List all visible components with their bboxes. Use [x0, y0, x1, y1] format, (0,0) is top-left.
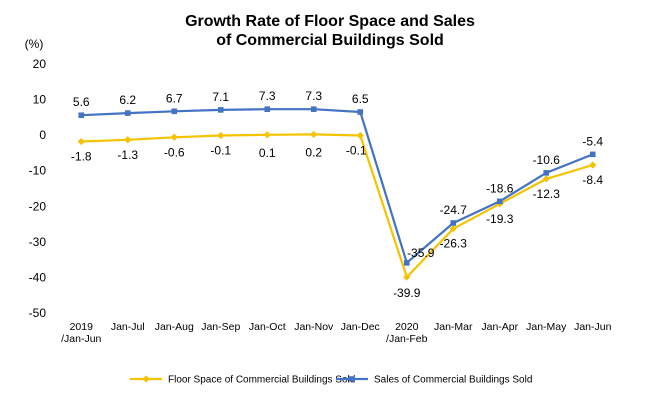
x-tick-label: Jan-Sep: [201, 321, 240, 333]
data-point: [124, 110, 131, 116]
y-tick-label: -20: [29, 199, 47, 213]
x-tick-label: Jan-Dec: [341, 321, 380, 333]
data-label: -26.3: [440, 237, 468, 251]
y-tick-label: 20: [33, 57, 47, 71]
legend-item: Sales of Commercial Buildings Sold: [336, 375, 532, 386]
y-tick-label: -40: [29, 270, 47, 284]
series-layer: -1.8 -1.3 -0.6 -0.1 0.1 0.2 -0.1 -39.9 -26.3 -19.…: [71, 89, 604, 300]
x-tick-label: Jan-Oct: [249, 321, 286, 333]
data-point: [77, 137, 85, 146]
data-label: 7.3: [305, 89, 322, 103]
y-tick-label: -30: [29, 235, 47, 249]
data-label: -10.6: [533, 153, 561, 167]
x-tick-label: Jan-Jul: [111, 321, 145, 333]
data-label: -5.4: [582, 134, 603, 148]
x-tick-label: /Jan-Feb: [386, 333, 428, 345]
data-label: -1.8: [71, 150, 92, 164]
data-point: [589, 151, 596, 158]
chart-title-line-1: Growth Rate of Floor Space and Sales: [185, 13, 475, 30]
data-point: [310, 130, 318, 139]
data-label: -0.1: [210, 143, 231, 157]
data-point: [310, 106, 317, 112]
legend-marker: [142, 375, 150, 383]
x-tick-label: 2020: [395, 321, 419, 333]
x-tick-label: Jan-Mar: [434, 321, 473, 333]
series-floor-space: -1.8 -1.3 -0.6 -0.1 0.1 0.2 -0.1 -39.9 -26.3 -19.…: [71, 130, 603, 300]
data-point: [170, 133, 178, 141]
data-point: [263, 131, 271, 139]
chart-title-line-2: of Commercial Buildings Sold: [216, 32, 444, 49]
data-label: 6.7: [166, 91, 183, 105]
series-sales: 5.6 6.2 6.7 7.1 7.3 7.3 6.5 -35.9 -24.7 -18.6 -10.…: [73, 89, 603, 266]
data-label: -0.6: [164, 145, 185, 159]
data-label: -39.9: [393, 286, 421, 300]
axes: 20 10 0 -10 -20 -30 -40 -50 2019/Jan-Jun Jan-Jul J…: [29, 57, 612, 345]
y-tick-label: -50: [29, 306, 47, 320]
data-point: [450, 220, 457, 226]
data-label: -24.7: [440, 203, 468, 217]
data-point: [171, 108, 178, 115]
data-label: -8.4: [582, 173, 603, 187]
legend-item: Floor Space of Commercial Buildings Sold: [130, 375, 355, 386]
data-point: [264, 106, 271, 112]
data-label: 5.6: [73, 95, 90, 109]
legend-label: Floor Space of Commercial Buildings Sold: [168, 375, 355, 386]
data-label: 7.3: [259, 89, 276, 103]
data-point: [357, 109, 364, 115]
legend: Floor Space of Commercial Buildings Sold…: [130, 375, 532, 386]
data-point: [78, 112, 85, 119]
y-tick-label: 10: [33, 93, 47, 107]
data-point: [403, 273, 411, 281]
x-tick-label: Jan-Nov: [294, 321, 334, 333]
x-tick-label: 2019: [70, 321, 94, 333]
data-point: [589, 161, 597, 169]
data-label: 0.2: [305, 145, 322, 159]
series-line: [81, 133, 594, 279]
x-tick-label: Jan-Jun: [574, 321, 612, 333]
data-label: 7.1: [212, 90, 229, 104]
data-label: -0.1: [346, 143, 367, 157]
legend-marker: [349, 376, 355, 382]
legend-label: Sales of Commercial Buildings Sold: [374, 375, 532, 386]
data-label: -18.6: [486, 181, 514, 195]
data-point: [542, 175, 550, 183]
data-point: [356, 131, 364, 140]
y-tick-label: -10: [29, 164, 47, 178]
data-label: -35.9: [407, 246, 435, 260]
x-tick-label: /Jan-Jun: [61, 333, 101, 345]
data-label: 6.5: [352, 92, 369, 106]
data-label: -19.3: [486, 212, 514, 226]
data-point: [449, 225, 457, 233]
x-tick-label: Jan-Apr: [481, 321, 518, 333]
data-label: 0.1: [259, 146, 276, 160]
data-label: -1.3: [117, 148, 138, 162]
data-point: [403, 260, 410, 266]
data-point: [217, 131, 225, 140]
series-line: [81, 108, 594, 264]
y-axis-unit-label: (%): [25, 37, 44, 51]
data-point: [124, 136, 132, 144]
y-tick-label: 0: [39, 128, 46, 142]
x-tick-label: Jan-Aug: [155, 321, 194, 333]
x-tick-label: Jan-May: [526, 321, 567, 333]
data-point: [217, 107, 224, 113]
data-label: -12.3: [533, 187, 561, 201]
data-point: [543, 170, 550, 176]
data-point: [496, 198, 503, 205]
data-label: 6.2: [119, 93, 136, 107]
